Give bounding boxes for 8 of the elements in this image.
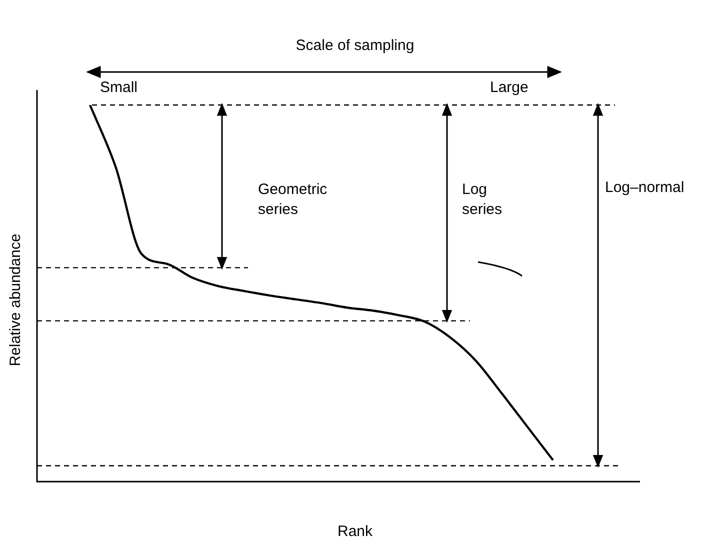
annotation: Geometric series [258, 181, 328, 218]
chart-title: Scale of sampling [296, 37, 414, 54]
x-axis-title: Rank [337, 523, 373, 540]
y-axis-title: Relative abundance [7, 234, 24, 366]
text: Large [490, 79, 528, 96]
text: Log–normal [605, 179, 684, 196]
text: Small [100, 79, 138, 96]
annotation: Log series [462, 181, 502, 218]
